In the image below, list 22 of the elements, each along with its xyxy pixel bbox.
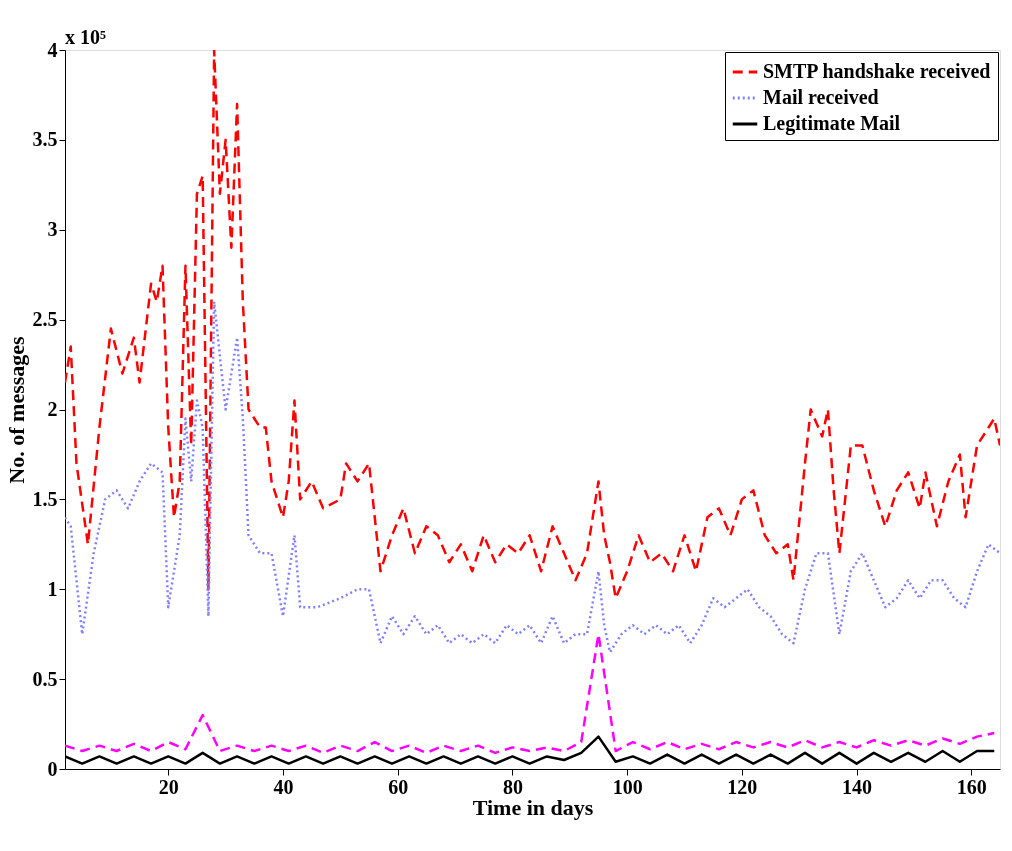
- y-tick-label: 3: [47, 218, 58, 241]
- legend-label: Mail received: [763, 86, 879, 108]
- x-tick-label: 120: [727, 775, 758, 798]
- x-tick-label: 100: [612, 775, 643, 798]
- x-tick-label: 140: [842, 775, 873, 798]
- y-tick-label: 1.5: [32, 487, 58, 510]
- x-tick-label: 20: [158, 775, 179, 798]
- y-tick-label: 2: [47, 398, 58, 420]
- line-series: [65, 300, 1000, 654]
- y-tick-label: 1: [47, 577, 58, 600]
- y-tick-label: 0.5: [32, 667, 58, 690]
- x-tick-label: 40: [273, 775, 294, 798]
- legend-label: SMTP handshake received: [763, 60, 991, 82]
- text: x 10⁵: [65, 26, 106, 48]
- x-tick-label: 60: [388, 775, 409, 798]
- y-tick-label: 2.5: [32, 308, 58, 331]
- y-tick-label: 4: [47, 38, 58, 61]
- y-axis-title: No. of messages: [3, 335, 29, 484]
- x-tick-label: 160: [956, 775, 987, 798]
- y-tick-label: 3.5: [32, 128, 58, 151]
- legend-label: Legitimate Mail: [763, 112, 901, 135]
- y-tick-label: 0: [47, 757, 58, 780]
